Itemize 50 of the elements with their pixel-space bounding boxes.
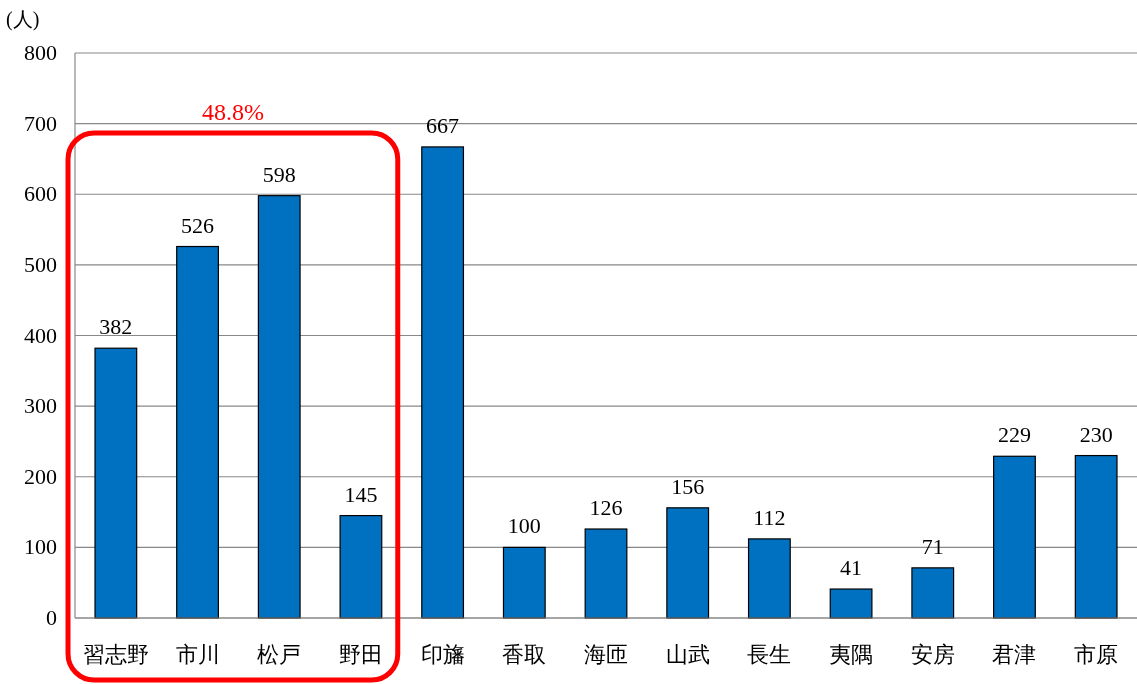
bar [339, 514, 383, 619]
bar [993, 455, 1036, 619]
bar [747, 538, 791, 619]
bar [176, 245, 219, 619]
x-tick-label: 君津 [992, 642, 1037, 667]
bar [421, 146, 465, 619]
annotation: 48.8% [201, 99, 264, 125]
data-label: 156 [671, 473, 705, 499]
x-tick-label: 野田 [338, 642, 383, 667]
x-tick-label: 市原 [1074, 642, 1119, 667]
bar [94, 347, 138, 619]
x-tick-label: 印旛 [420, 642, 465, 667]
y-tick-label: 500 [24, 251, 57, 277]
data-label: 100 [507, 513, 541, 539]
bar [911, 567, 955, 619]
y-axis-title: (人) [6, 8, 40, 31]
data-label: 382 [99, 314, 133, 340]
data-label: 71 [921, 533, 944, 559]
bar [666, 507, 710, 619]
x-tick-label: 松戸 [257, 642, 302, 667]
x-tick-label: 山武 [665, 642, 710, 667]
x-tick-label: 夷隅 [829, 642, 874, 667]
y-tick-label: 0 [46, 605, 57, 630]
data-label: 598 [262, 161, 296, 187]
y-tick-label: 800 [24, 40, 57, 65]
y-tick-label: 400 [24, 322, 57, 348]
bar [829, 588, 873, 619]
y-tick-label: 200 [24, 463, 57, 489]
data-label: 526 [181, 212, 215, 238]
data-label: 126 [589, 495, 623, 521]
x-tick-label: 海匝 [584, 642, 628, 667]
bar [502, 546, 546, 619]
bar [1074, 454, 1118, 619]
data-label: 112 [753, 504, 786, 530]
x-tick-label: 習志野 [82, 642, 149, 667]
data-label: 229 [997, 422, 1031, 448]
y-tick-label: 100 [24, 534, 57, 560]
data-label: 230 [1079, 421, 1113, 447]
x-tick-label: 安房 [910, 642, 955, 667]
y-tick-label: 700 [24, 110, 57, 136]
x-tick-label: 長生 [747, 642, 792, 667]
x-tick-label: 市川 [175, 642, 220, 667]
data-label: 41 [840, 555, 863, 581]
bar [257, 195, 301, 619]
x-tick-label: 香取 [502, 642, 547, 667]
data-label: 667 [426, 112, 460, 138]
bar [584, 528, 628, 619]
y-tick-label: 300 [24, 393, 57, 419]
y-tick-label: 600 [24, 181, 57, 207]
data-label: 145 [344, 481, 378, 507]
